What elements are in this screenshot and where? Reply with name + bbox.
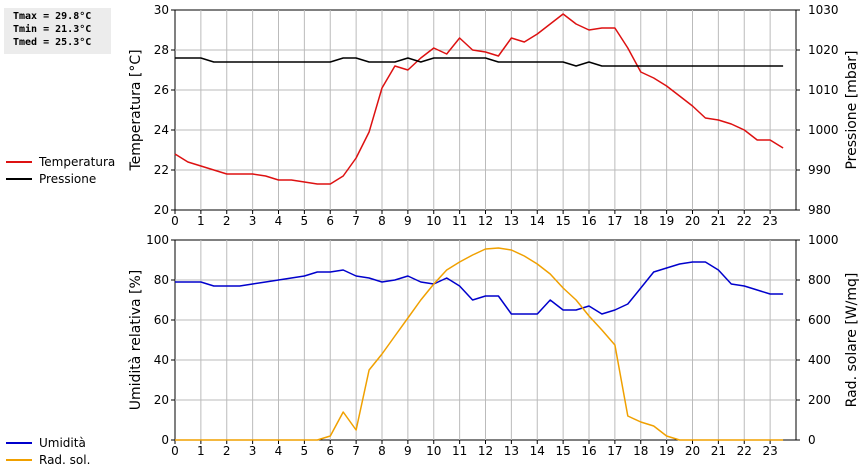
- y-tick-label-right: 1030: [808, 3, 839, 17]
- x-tick-label: 9: [404, 214, 412, 228]
- x-tick-label: 12: [478, 444, 493, 458]
- legend-item-temperature: Temperatura: [6, 153, 115, 170]
- x-tick-label: 5: [301, 444, 309, 458]
- x-tick-label: 15: [555, 214, 570, 228]
- x-tick-label: 4: [275, 444, 283, 458]
- y-tick-label-right: 1020: [808, 43, 839, 57]
- x-tick-label: 7: [352, 214, 360, 228]
- x-tick-label: 2: [223, 214, 231, 228]
- stats-box: Tmax = 29.8°C Tmin = 21.3°C Tmed = 25.3°…: [4, 8, 111, 54]
- y-tick-label-right: 1000: [808, 123, 839, 137]
- y-tick-label-right: 1000: [808, 233, 839, 247]
- legend-label-pressure: Pressione: [39, 171, 97, 186]
- x-tick-label: 22: [737, 214, 752, 228]
- y-tick-label-right: 200: [808, 393, 831, 407]
- y-tick-label-right: 400: [808, 353, 831, 367]
- x-tick-label: 14: [530, 214, 545, 228]
- x-tick-label: 8: [378, 444, 386, 458]
- x-tick-label: 17: [607, 214, 622, 228]
- y-tick-label-right: 990: [808, 163, 831, 177]
- y-axis-title-left: Umidità relativa [%]: [128, 270, 144, 411]
- x-tick-label: 12: [478, 214, 493, 228]
- x-tick-label: 3: [249, 444, 257, 458]
- x-tick-label: 11: [452, 214, 467, 228]
- x-tick-label: 6: [326, 444, 334, 458]
- y-tick-label-left: 40: [154, 353, 169, 367]
- y-tick-label-left: 26: [154, 83, 169, 97]
- x-tick-label: 5: [301, 214, 309, 228]
- x-tick-label: 18: [633, 214, 648, 228]
- x-tick-label: 7: [352, 444, 360, 458]
- temperature-swatch: [6, 160, 32, 163]
- x-tick-label: 17: [607, 444, 622, 458]
- x-tick-label: 14: [530, 444, 545, 458]
- x-tick-label: 23: [762, 214, 777, 228]
- x-tick-label: 19: [659, 444, 674, 458]
- y-tick-label-left: 20: [154, 393, 169, 407]
- y-tick-label-right: 600: [808, 313, 831, 327]
- y-tick-label-left: 100: [146, 233, 169, 247]
- x-tick-label: 0: [171, 444, 179, 458]
- legend-item-humidity: Umidità: [6, 434, 90, 451]
- legend-label-humidity: Umidità: [39, 435, 86, 450]
- humidity-swatch: [6, 441, 32, 444]
- series-line-pressione: [175, 57, 784, 67]
- y-tick-label-left: 80: [154, 273, 169, 287]
- x-tick-label: 1: [197, 214, 205, 228]
- legend-label-temperature: Temperatura: [39, 154, 116, 169]
- x-tick-label: 8: [378, 214, 386, 228]
- x-tick-label: 23: [762, 444, 777, 458]
- x-tick-label: 10: [426, 444, 441, 458]
- x-tick-label: 19: [659, 214, 674, 228]
- x-tick-label: 15: [555, 444, 570, 458]
- series-line-umidit-: [175, 261, 784, 315]
- y-tick-label-left: 0: [161, 433, 169, 447]
- y-axis-title-left: Temperatura [°C]: [128, 49, 144, 171]
- y-tick-label-left: 60: [154, 313, 169, 327]
- x-tick-label: 0: [171, 214, 179, 228]
- x-tick-label: 20: [685, 214, 700, 228]
- y-tick-label-right: 0: [808, 433, 816, 447]
- y-axis-title-right: Pressione [mbar]: [844, 50, 860, 169]
- x-tick-label: 16: [581, 444, 596, 458]
- series-line-temperatura: [174, 13, 784, 185]
- x-tick-label: 1: [197, 444, 205, 458]
- y-tick-label-left: 28: [154, 43, 169, 57]
- y-tick-label-right: 1010: [808, 83, 839, 97]
- y-tick-label-left: 22: [154, 163, 169, 177]
- x-tick-label: 6: [326, 214, 334, 228]
- x-tick-label: 9: [404, 444, 412, 458]
- y-tick-label-left: 24: [154, 123, 169, 137]
- x-tick-label: 16: [581, 214, 596, 228]
- y-tick-label-right: 800: [808, 273, 831, 287]
- x-tick-label: 21: [711, 214, 726, 228]
- x-tick-label: 20: [685, 444, 700, 458]
- tmin-stat: Tmin = 21.3°C: [13, 24, 92, 35]
- tmax-stat: Tmax = 29.8°C: [13, 11, 92, 22]
- x-tick-label: 22: [737, 444, 752, 458]
- x-tick-label: 4: [275, 214, 283, 228]
- pressure-swatch: [6, 177, 32, 180]
- legend-item-pressure: Pressione: [6, 170, 115, 187]
- y-tick-label-left: 30: [154, 3, 169, 17]
- series-line-rad-sol-: [175, 247, 784, 441]
- x-tick-label: 11: [452, 444, 467, 458]
- y-axis-title-right: Rad. solare [W/mq]: [844, 273, 860, 408]
- y-tick-label-left: 20: [154, 203, 169, 217]
- tmed-stat: Tmed = 25.3°C: [13, 37, 92, 48]
- x-tick-label: 13: [504, 214, 519, 228]
- x-tick-label: 3: [249, 214, 257, 228]
- y-tick-label-right: 980: [808, 203, 831, 217]
- legend-top: Temperatura Pressione: [6, 153, 115, 187]
- x-tick-label: 21: [711, 444, 726, 458]
- x-tick-label: 10: [426, 214, 441, 228]
- x-tick-label: 2: [223, 444, 231, 458]
- x-tick-label: 18: [633, 444, 648, 458]
- x-tick-label: 13: [504, 444, 519, 458]
